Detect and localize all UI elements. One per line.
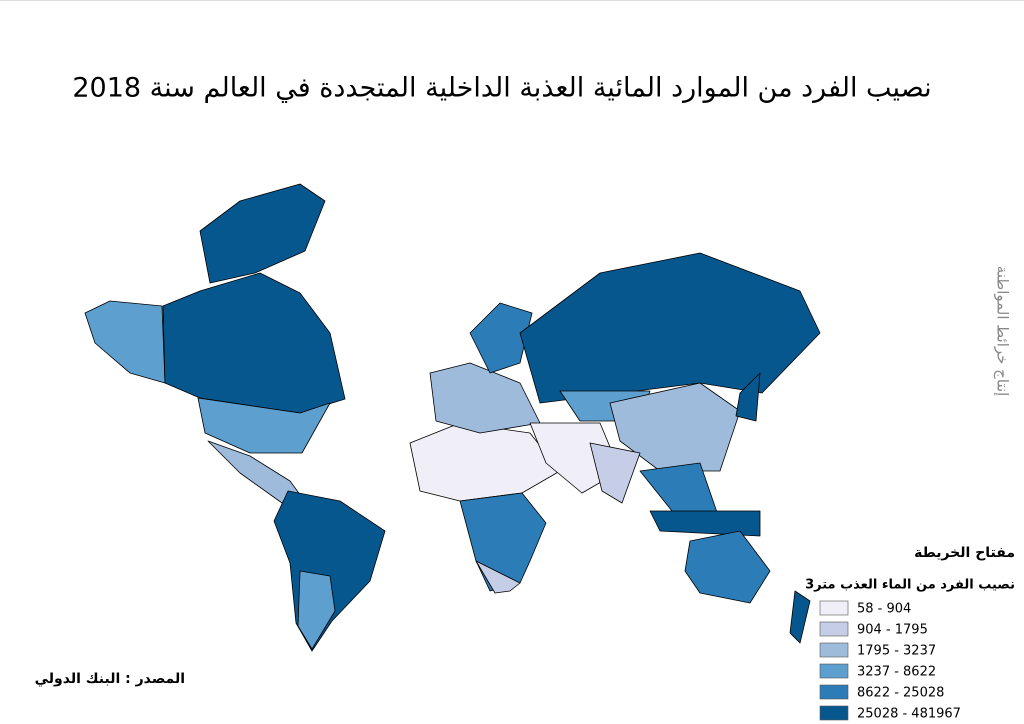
legend-swatch	[819, 684, 849, 700]
southern-africa	[475, 560, 521, 594]
world-map	[84, 183, 821, 652]
europe	[429, 362, 541, 434]
legend-label: 25028 - 481967	[857, 707, 961, 722]
legend-title: مفتاح الخريطة	[914, 545, 1015, 561]
alaska	[84, 300, 166, 384]
legend-label: 8622 - 25028	[857, 686, 944, 701]
japan	[735, 372, 761, 422]
legend-label: 3237 - 8622	[857, 665, 936, 680]
arctic-islands	[199, 183, 326, 284]
map-title: نصيب الفرد من الموارد المائية العذبة الد…	[72, 73, 931, 104]
legend-swatch	[819, 705, 849, 721]
legend-label: 904 - 1795	[857, 623, 928, 638]
credit-text: إنتاج خرائط المواطنة	[993, 266, 1012, 397]
south-america	[273, 490, 386, 652]
australia	[684, 530, 771, 604]
source-text: المصدر : البنك الدولي	[35, 671, 185, 687]
legend-subtitle: نصيب الفرد من الماء العذب متر3	[805, 578, 1015, 593]
china	[609, 382, 741, 472]
legend-label: 58 - 904	[857, 602, 911, 617]
legend-swatch	[819, 663, 849, 679]
india	[589, 442, 641, 504]
russia	[519, 252, 821, 404]
new-zealand	[789, 590, 811, 644]
legend-swatch	[819, 600, 849, 616]
southern-cone	[297, 570, 336, 650]
legend-swatch	[819, 621, 849, 637]
legend-swatch	[819, 642, 849, 658]
legend: 58 - 904 904 - 1795 1795 - 3237 3237 - 8622…	[819, 600, 961, 722]
legend-label: 1795 - 3237	[857, 644, 936, 659]
indonesia	[649, 510, 761, 537]
canada	[162, 272, 346, 414]
usa	[197, 397, 331, 454]
